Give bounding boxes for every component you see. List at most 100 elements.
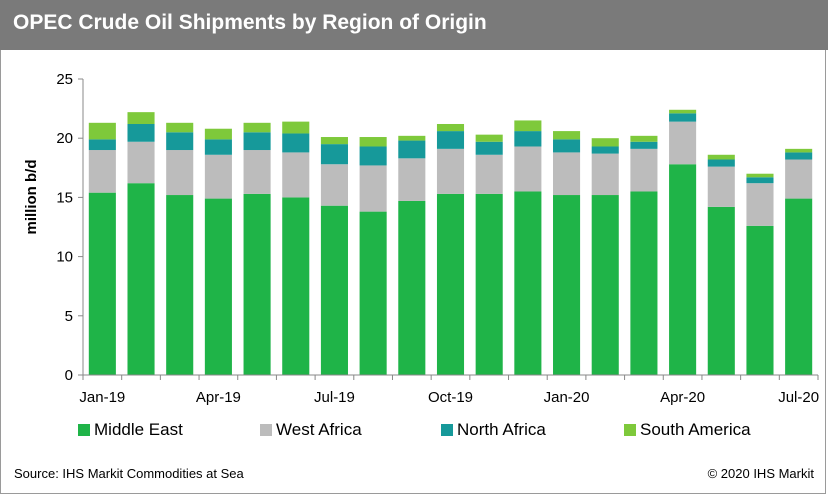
bar-segment-west-africa [166, 150, 194, 196]
bar-segment-middle-east [553, 195, 581, 375]
y-tick-label: 0 [65, 367, 73, 384]
x-tick-label: Apr-19 [196, 389, 241, 406]
bar-segment-west-africa [514, 146, 542, 192]
legend-item-middle-east: Middle East [78, 420, 183, 440]
y-tick-label: 15 [56, 189, 73, 206]
bar-segment-north-africa [707, 159, 735, 167]
bar-segment-south-america [591, 138, 619, 147]
bar-segment-south-america [282, 121, 310, 134]
y-tick-label: 20 [56, 130, 73, 147]
x-tick-label: Jul-19 [314, 389, 355, 406]
y-axis-label: million b/d [23, 160, 40, 235]
y-axis: 0 5 10 15 20 25 [56, 71, 84, 384]
source-note: Source: IHS Markit Commodities at Sea [14, 466, 244, 481]
bar-segment-west-africa [553, 152, 581, 196]
y-tick-label: 25 [56, 71, 73, 88]
bar-segment-middle-east [359, 211, 387, 375]
title-bar: OPEC Crude Oil Shipments by Region of Or… [0, 0, 828, 50]
bar-segment-middle-east [166, 195, 194, 375]
bar-segment-west-africa [243, 150, 271, 194]
bar-segment-south-america [707, 154, 735, 160]
bar-segment-west-africa [475, 154, 503, 194]
bar-segment-middle-east [320, 205, 348, 375]
bar-segment-west-africa [204, 154, 232, 199]
bar-segment-south-america [88, 122, 116, 140]
bar-segment-north-africa [630, 141, 658, 149]
bar-segment-south-america [553, 131, 581, 140]
x-tick-label: Jan-20 [544, 389, 590, 406]
bar-segment-north-africa [591, 146, 619, 154]
bar-segment-west-africa [436, 148, 465, 194]
bar-segment-north-africa [553, 139, 581, 153]
x-tick-label: Jul-20 [778, 389, 819, 406]
bar-segment-middle-east [707, 206, 735, 375]
bar-segment-south-america [746, 173, 774, 178]
bar-segment-north-africa [475, 141, 503, 155]
bar-segment-south-america [630, 135, 658, 142]
legend-swatch [260, 424, 272, 436]
bar-segment-west-africa [88, 150, 116, 193]
bar-segment-middle-east [591, 195, 619, 375]
bar-segment-south-america [127, 112, 155, 124]
bar-segment-middle-east [88, 192, 116, 375]
chart-title: OPEC Crude Oil Shipments by Region of Or… [13, 11, 487, 34]
bar-segment-south-america [514, 120, 542, 132]
bar-segment-south-america [475, 134, 503, 142]
x-tick-label: Oct-19 [428, 389, 473, 406]
bar-segment-north-africa [282, 133, 310, 153]
legend-swatch [441, 424, 453, 436]
bar-segment-north-africa [436, 131, 465, 149]
bar-segment-south-america [785, 148, 813, 153]
bar-segment-north-africa [204, 139, 232, 155]
stacked-bar-chart: 0 5 10 15 20 25 Jan-19 Apr-19 Jul-19 Oct-19 Jan-2… [23, 71, 819, 406]
bar-segment-middle-east [398, 200, 426, 375]
bar-segment-middle-east [746, 225, 774, 375]
bar-segment-middle-east [475, 193, 503, 375]
bar-segment-west-africa [282, 152, 310, 198]
bar-segment-north-africa [166, 132, 194, 151]
y-tick-label: 5 [65, 308, 73, 325]
bar-segment-south-america [359, 137, 387, 147]
bar-segment-south-america [436, 123, 465, 132]
bar-segment-middle-east [436, 193, 465, 375]
x-tick-label: Jan-19 [79, 389, 125, 406]
bar-segment-west-africa [127, 141, 155, 184]
bar-segment-west-africa [746, 183, 774, 226]
bar-segment-west-africa [320, 164, 348, 206]
y-tick-label: 10 [56, 249, 73, 266]
bars [88, 109, 813, 375]
bar-segment-west-africa [630, 148, 658, 192]
bar-segment-middle-east [127, 183, 155, 375]
x-tick-label: Apr-20 [660, 389, 705, 406]
bar-segment-north-africa [127, 123, 155, 142]
bar-segment-west-africa [398, 158, 426, 201]
copyright-note: © 2020 IHS Markit [707, 466, 814, 481]
bar-segment-north-africa [514, 131, 542, 147]
bar-segment-north-africa [243, 132, 271, 151]
bar-segment-west-africa [669, 121, 697, 165]
bar-segment-west-africa [707, 166, 735, 207]
bar-segment-north-africa [359, 146, 387, 166]
bar-segment-middle-east [282, 197, 310, 375]
bar-segment-north-africa [398, 140, 426, 159]
bar-segment-middle-east [630, 191, 658, 375]
bar-segment-middle-east [669, 164, 697, 375]
bar-segment-south-america [204, 128, 232, 140]
legend-label: West Africa [276, 420, 362, 439]
legend-label: North Africa [457, 420, 546, 439]
bar-segment-south-america [166, 122, 194, 133]
legend-item-south-america: South America [624, 420, 751, 440]
bar-segment-north-africa [320, 144, 348, 165]
legend: Middle East West Africa North Africa South … [0, 420, 828, 440]
legend-swatch [78, 424, 90, 436]
bar-segment-middle-east [785, 198, 813, 375]
bar-segment-west-africa [785, 159, 813, 199]
bar-segment-north-africa [785, 152, 813, 160]
legend-label: Middle East [94, 420, 183, 439]
bar-segment-south-america [669, 109, 697, 114]
legend-item-north-africa: North Africa [441, 420, 546, 440]
legend-swatch [624, 424, 636, 436]
legend-label: South America [640, 420, 751, 439]
bar-segment-north-africa [669, 113, 697, 122]
bar-segment-south-america [398, 135, 426, 141]
